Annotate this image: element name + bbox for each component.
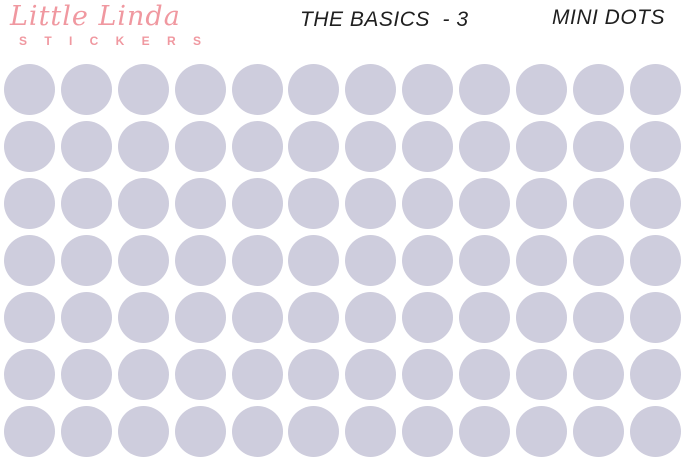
sticker-dot [345, 235, 397, 286]
sticker-dot [231, 121, 283, 172]
sticker-dot [402, 121, 454, 172]
sticker-dot [459, 292, 511, 343]
sticker-dot [629, 178, 681, 229]
sticker-dot [231, 292, 283, 343]
sticker-dot [572, 292, 624, 343]
sticker-dot [60, 349, 112, 400]
sticker-dot [117, 406, 169, 457]
sticker-dot [174, 235, 226, 286]
dot-grid [4, 64, 681, 457]
brand-logo: Little Linda S T I C K E R S [10, 1, 209, 49]
sticker-dot [4, 292, 55, 343]
sticker-dot [402, 406, 454, 457]
sticker-dot [60, 64, 112, 115]
sticker-dot [288, 64, 340, 115]
sticker-dot [60, 235, 112, 286]
sticker-dot [629, 292, 681, 343]
sticker-dot [288, 178, 340, 229]
sticker-dot [4, 178, 55, 229]
sticker-dot [516, 292, 568, 343]
brand-logo-name: Little Linda [10, 1, 181, 32]
sticker-dot [572, 64, 624, 115]
sticker-dot [516, 178, 568, 229]
sticker-dot [629, 235, 681, 286]
sticker-dot [572, 121, 624, 172]
sticker-dot [117, 121, 169, 172]
sticker-dot [288, 349, 340, 400]
sticker-dot [572, 349, 624, 400]
sticker-dot [345, 121, 397, 172]
sticker-dot [516, 406, 568, 457]
sticker-dot [174, 406, 226, 457]
sticker-dot [572, 235, 624, 286]
sticker-dot [345, 64, 397, 115]
sticker-dot [345, 406, 397, 457]
sticker-dot [629, 349, 681, 400]
sticker-dot [60, 178, 112, 229]
sticker-dot [402, 64, 454, 115]
sticker-dot [174, 349, 226, 400]
sticker-dot [117, 178, 169, 229]
sticker-dot [629, 64, 681, 115]
sticker-dot [231, 178, 283, 229]
sticker-dot [288, 406, 340, 457]
sticker-dot [4, 406, 55, 457]
sticker-dot [4, 235, 55, 286]
sticker-dot [174, 121, 226, 172]
sticker-dot [231, 349, 283, 400]
sticker-dot [572, 178, 624, 229]
sticker-dot [516, 349, 568, 400]
sticker-dot [60, 121, 112, 172]
sticker-dot [459, 349, 511, 400]
sticker-dot [459, 121, 511, 172]
sticker-dot [288, 292, 340, 343]
sticker-dot [60, 406, 112, 457]
sticker-dot [174, 292, 226, 343]
sticker-dot [402, 178, 454, 229]
sticker-dot [117, 292, 169, 343]
sticker-dot [402, 349, 454, 400]
sticker-dot [459, 64, 511, 115]
sheet-title: THE BASICS - 3 [300, 8, 469, 31]
sticker-dot [402, 235, 454, 286]
sticker-dot [117, 235, 169, 286]
sticker-dot [459, 406, 511, 457]
sticker-dot [572, 406, 624, 457]
sticker-dot [402, 292, 454, 343]
sticker-dot [459, 178, 511, 229]
sticker-dot [231, 64, 283, 115]
sticker-dot [516, 235, 568, 286]
sticker-dot [174, 64, 226, 115]
sticker-dot [4, 349, 55, 400]
sticker-dot [345, 349, 397, 400]
sheet-subtitle: MINI DOTS [552, 6, 665, 29]
sticker-dot [231, 406, 283, 457]
sticker-dot [345, 292, 397, 343]
sticker-dot [345, 178, 397, 229]
sticker-dot [117, 64, 169, 115]
sticker-dot [4, 121, 55, 172]
sticker-dot [516, 121, 568, 172]
sticker-dot [629, 406, 681, 457]
sticker-dot [288, 235, 340, 286]
sticker-dot [4, 64, 55, 115]
sticker-dot [174, 178, 226, 229]
sticker-dot [231, 235, 283, 286]
sticker-dot [516, 64, 568, 115]
brand-logo-subtitle: S T I C K E R S [19, 34, 209, 48]
sticker-dot [629, 121, 681, 172]
sticker-dot [117, 349, 169, 400]
sticker-dot [288, 121, 340, 172]
sticker-dot [459, 235, 511, 286]
sticker-dot [60, 292, 112, 343]
